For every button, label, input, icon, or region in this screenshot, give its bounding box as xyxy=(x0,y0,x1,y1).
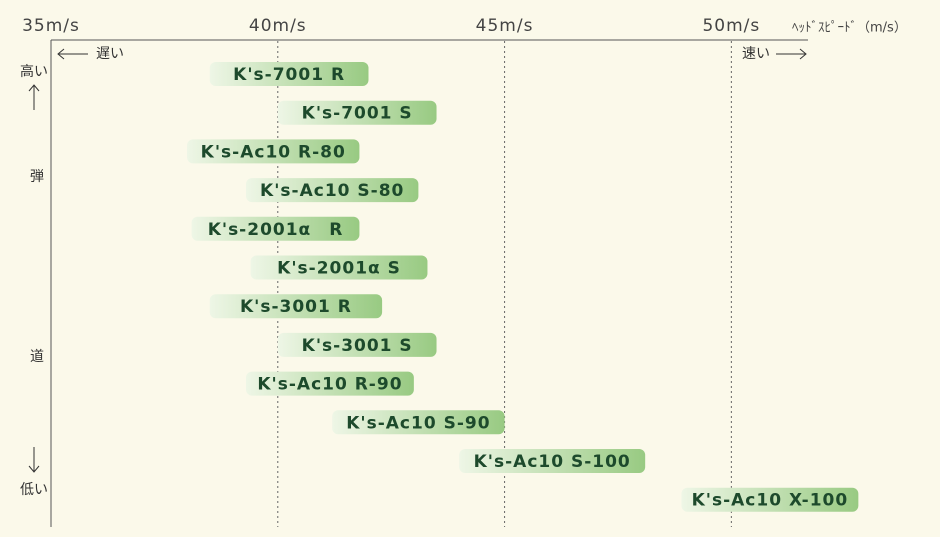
bar-label: K's-Ac10 R-80 xyxy=(201,142,346,162)
bar-label: K's-7001 S xyxy=(302,104,413,124)
low-label: 低い xyxy=(20,482,48,498)
x-tick-label: 50m/s xyxy=(702,16,760,36)
range-bar xyxy=(277,100,437,125)
high-label: 高い xyxy=(20,63,48,80)
down-arrow xyxy=(28,447,40,473)
bar-label: K's-Ac10 X-100 xyxy=(692,491,849,511)
x-axis-title: ﾍｯﾄﾞｽﾋﾟｰﾄﾞ（m/s） xyxy=(792,21,907,36)
bar-label: K's-Ac10 S-80 xyxy=(260,181,404,201)
bar-label: K's-2001α S xyxy=(277,259,401,279)
up-arrow xyxy=(28,84,40,110)
range-bar xyxy=(246,371,414,396)
trajectory-label: 弾 xyxy=(30,169,44,185)
fast-arrow xyxy=(776,48,807,60)
range-bar xyxy=(277,332,437,357)
range-bar xyxy=(191,216,360,241)
bar-label: K's-3001 R xyxy=(240,297,352,317)
range-bar xyxy=(209,62,369,86)
bar-label: K's-Ac10 S-90 xyxy=(346,413,490,433)
range-bar xyxy=(332,410,505,435)
bar-label: K's-7001 R xyxy=(233,65,345,85)
range-bar xyxy=(459,449,646,473)
range-bar xyxy=(246,178,419,203)
bar-label: K's-3001 S xyxy=(302,336,413,356)
trajectory-label: 道 xyxy=(30,349,44,365)
x-tick-label: 40m/s xyxy=(249,16,307,36)
x-tick-label: 35m/s xyxy=(22,16,80,36)
fast-label: 速い xyxy=(742,46,770,62)
bar-label: K's-2001α R xyxy=(208,220,344,240)
x-tick-label: 45m/s xyxy=(476,16,534,36)
slow-label: 遅い xyxy=(96,46,124,62)
slow-arrow xyxy=(57,48,88,60)
range-bar xyxy=(209,294,383,319)
range-bar xyxy=(187,139,360,164)
bar-label: K's-Ac10 R-90 xyxy=(257,375,402,395)
range-bar xyxy=(681,487,859,512)
bar-label: K's-Ac10 S-100 xyxy=(474,452,631,472)
range-bar xyxy=(250,255,428,280)
